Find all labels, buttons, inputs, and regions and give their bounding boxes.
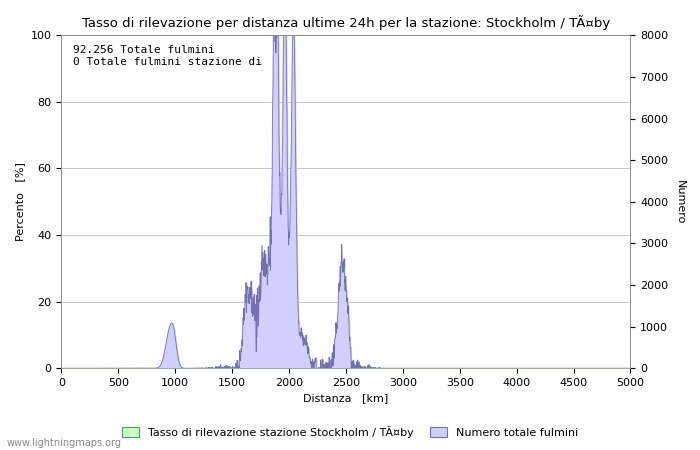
- Text: www.lightningmaps.org: www.lightningmaps.org: [7, 438, 122, 448]
- Y-axis label: Percento   [%]: Percento [%]: [15, 162, 25, 241]
- Title: Tasso di rilevazione per distanza ultime 24h per la stazione: Stockholm / TÃ¤by: Tasso di rilevazione per distanza ultime…: [82, 15, 610, 30]
- Text: 92.256 Totale fulmini
0 Totale fulmini stazione di: 92.256 Totale fulmini 0 Totale fulmini s…: [73, 45, 262, 67]
- X-axis label: Distanza   [km]: Distanza [km]: [303, 393, 389, 404]
- Y-axis label: Numero: Numero: [675, 180, 685, 224]
- Legend: Tasso di rilevazione stazione Stockholm / TÃ¤by, Numero totale fulmini: Tasso di rilevazione stazione Stockholm …: [118, 421, 582, 442]
